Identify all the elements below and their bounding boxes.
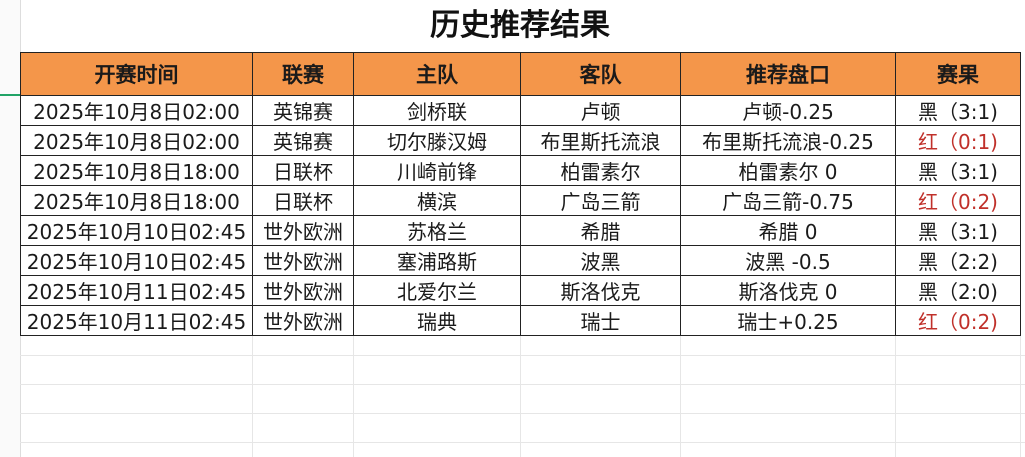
pick-cell[interactable]: 波黑 -0.5 [680, 245, 896, 276]
pick-cell[interactable]: 广岛三箭-0.75 [680, 185, 896, 216]
home-team-cell[interactable]: 切尔滕汉姆 [353, 125, 521, 156]
gridline [252, 327, 253, 457]
table-row: 2025年10月10日02:45 世外欧洲 塞浦路斯 波黑 波黑 -0.5 黑（2:2) [20, 245, 1021, 276]
result-cell[interactable]: 红（0:2) [895, 305, 1021, 336]
home-team-cell[interactable]: 川崎前锋 [353, 155, 521, 186]
away-team-cell[interactable]: 卢顿 [520, 95, 681, 126]
result-cell[interactable]: 黑（3:1) [895, 155, 1021, 186]
pick-cell[interactable]: 希腊 0 [680, 215, 896, 246]
home-team-cell[interactable]: 剑桥联 [353, 95, 521, 126]
pick-cell[interactable]: 柏雷素尔 0 [680, 155, 896, 186]
gridline [895, 327, 896, 457]
time-cell[interactable]: 2025年10月8日18:00 [20, 155, 253, 186]
home-team-cell[interactable]: 瑞典 [353, 305, 521, 336]
league-cell[interactable]: 英锦赛 [252, 95, 354, 126]
league-cell[interactable]: 英锦赛 [252, 125, 354, 156]
home-team-cell[interactable]: 横滨 [353, 185, 521, 216]
selected-row-indicator [0, 94, 20, 96]
time-cell[interactable]: 2025年10月8日02:00 [20, 125, 253, 156]
league-cell[interactable]: 日联杯 [252, 185, 354, 216]
away-team-cell[interactable]: 瑞士 [520, 305, 681, 336]
table-row: 2025年10月11日02:45 世外欧洲 瑞典 瑞士 瑞士+0.25 红（0:2) [20, 305, 1021, 336]
time-cell[interactable]: 2025年10月10日02:45 [20, 215, 253, 246]
header-cell[interactable]: 赛果 [895, 52, 1021, 96]
time-cell[interactable]: 2025年10月11日02:45 [20, 275, 253, 306]
time-cell[interactable]: 2025年10月11日02:45 [20, 305, 253, 336]
row-header-strip[interactable] [0, 0, 21, 457]
gridline [20, 355, 1025, 356]
league-cell[interactable]: 世外欧洲 [252, 245, 354, 276]
result-cell[interactable]: 红（0:1) [895, 125, 1021, 156]
gridline [20, 442, 1025, 443]
away-team-cell[interactable]: 广岛三箭 [520, 185, 681, 216]
results-table: 开赛时间 联赛 主队 客队 推荐盘口 赛果 2025年10月8日02:00 英锦赛… [20, 52, 1021, 336]
home-team-cell[interactable]: 塞浦路斯 [353, 245, 521, 276]
time-cell[interactable]: 2025年10月10日02:45 [20, 245, 253, 276]
league-cell[interactable]: 日联杯 [252, 155, 354, 186]
gridline [680, 327, 681, 457]
pick-cell[interactable]: 布里斯托流浪-0.25 [680, 125, 896, 156]
pick-cell[interactable]: 瑞士+0.25 [680, 305, 896, 336]
pick-cell[interactable]: 斯洛伐克 0 [680, 275, 896, 306]
time-cell[interactable]: 2025年10月8日18:00 [20, 185, 253, 216]
gridline [520, 327, 521, 457]
league-cell[interactable]: 世外欧洲 [252, 305, 354, 336]
header-cell[interactable]: 客队 [520, 52, 681, 96]
gridline [1020, 327, 1021, 457]
away-team-cell[interactable]: 柏雷素尔 [520, 155, 681, 186]
table-row: 2025年10月8日18:00 日联杯 横滨 广岛三箭 广岛三箭-0.75 红（0:2) [20, 185, 1021, 216]
away-team-cell[interactable]: 波黑 [520, 245, 681, 276]
header-cell[interactable]: 联赛 [252, 52, 354, 96]
result-cell[interactable]: 黑（3:1) [895, 95, 1021, 126]
table-row: 2025年10月8日02:00 英锦赛 切尔滕汉姆 布里斯托流浪 布里斯托流浪-0.25… [20, 125, 1021, 156]
table-row: 2025年10月10日02:45 世外欧洲 苏格兰 希腊 希腊 0 黑（3:1) [20, 215, 1021, 246]
gridline [353, 327, 354, 457]
header-cell[interactable]: 推荐盘口 [680, 52, 896, 96]
home-team-cell[interactable]: 苏格兰 [353, 215, 521, 246]
away-team-cell[interactable]: 希腊 [520, 215, 681, 246]
home-team-cell[interactable]: 北爱尔兰 [353, 275, 521, 306]
time-cell[interactable]: 2025年10月8日02:00 [20, 95, 253, 126]
result-cell[interactable]: 黑（2:0) [895, 275, 1021, 306]
pick-cell[interactable]: 卢顿-0.25 [680, 95, 896, 126]
league-cell[interactable]: 世外欧洲 [252, 215, 354, 246]
result-cell[interactable]: 红（0:2) [895, 185, 1021, 216]
header-cell[interactable]: 主队 [353, 52, 521, 96]
sheet-title[interactable]: 历史推荐结果 [430, 8, 610, 43]
gridline [20, 384, 1025, 385]
league-cell[interactable]: 世外欧洲 [252, 275, 354, 306]
gridline [20, 413, 1025, 414]
header-cell[interactable]: 开赛时间 [20, 52, 253, 96]
away-team-cell[interactable]: 斯洛伐克 [520, 275, 681, 306]
result-cell[interactable]: 黑（2:2) [895, 245, 1021, 276]
away-team-cell[interactable]: 布里斯托流浪 [520, 125, 681, 156]
table-row: 2025年10月8日02:00 英锦赛 剑桥联 卢顿 卢顿-0.25 黑（3:1) [20, 95, 1021, 126]
table-row: 2025年10月8日18:00 日联杯 川崎前锋 柏雷素尔 柏雷素尔 0 黑（3:1) [20, 155, 1021, 186]
table-row: 2025年10月11日02:45 世外欧洲 北爱尔兰 斯洛伐克 斯洛伐克 0 黑（2:0) [20, 275, 1021, 306]
result-cell[interactable]: 黑（3:1) [895, 215, 1021, 246]
